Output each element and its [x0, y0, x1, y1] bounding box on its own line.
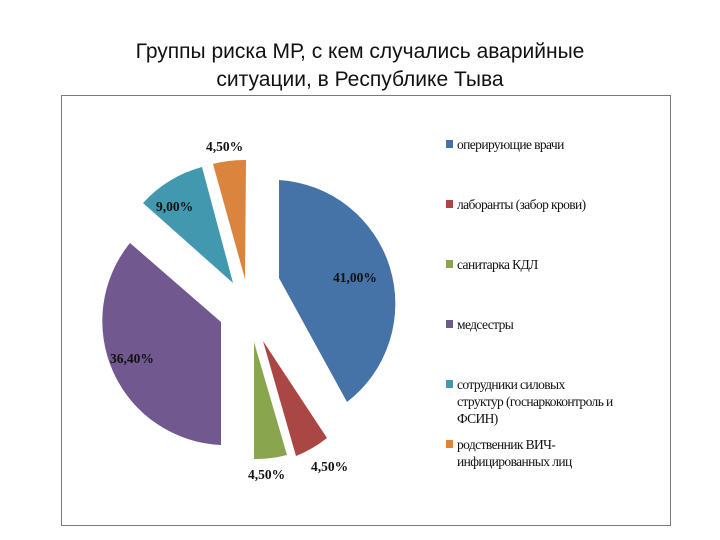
data-label-nurses: 36,40% [110, 351, 154, 366]
legend-label: лаборанты (забор крови) [457, 197, 586, 212]
data-label-lab-technicians: 4,50% [311, 459, 349, 474]
pie-slice-relatives-hiv [213, 159, 246, 279]
pie-slice-nurses [102, 243, 221, 445]
slide-title-line-1: Группы риска МР, с кем случались аварийн… [135, 40, 585, 63]
legend-swatch-blue [446, 140, 453, 148]
slide-title: Группы риска МР, с кем случались аварийн… [0, 38, 720, 94]
pie-slice-operating-doctors [279, 180, 396, 402]
data-label-security-staff: 9,00% [156, 199, 194, 214]
legend-label-line: инфицированных лиц [457, 454, 572, 469]
legend-label: оперирующие врачи [457, 137, 564, 152]
pie-slice-security-staff [143, 167, 233, 283]
legend-swatch-purple [446, 320, 453, 328]
data-label-sanitar: 4,50% [248, 467, 286, 482]
pie-slice-sanitar [254, 342, 287, 460]
pie-slice-lab-technicians [263, 341, 327, 456]
legend-label: сотрудники силовых структур (госнаркокон… [457, 376, 613, 427]
data-label-operating-doctors: 41,00% [333, 270, 377, 285]
legend-swatch-green [446, 260, 453, 268]
slide-title-line-2: ситуации, в Республике Тыва [216, 68, 504, 91]
legend-label: санитарка КДЛ [457, 257, 538, 272]
data-label-relatives-hiv: 4,50% [206, 139, 244, 154]
legend-swatch-red [446, 200, 453, 208]
legend-label: родственник ВИЧ- инфицированных лиц [457, 436, 572, 470]
legend-swatch-teal [446, 380, 453, 388]
legend-swatch-orange [446, 440, 453, 448]
legend-label-line: ФСИН) [457, 411, 498, 426]
legend-label: медсестры [457, 317, 514, 332]
legend-label-line: структур (госнаркоконтроль и [457, 394, 613, 409]
legend-label-line: родственник ВИЧ- [457, 437, 556, 452]
legend-label-line: сотрудники силовых [457, 377, 565, 392]
